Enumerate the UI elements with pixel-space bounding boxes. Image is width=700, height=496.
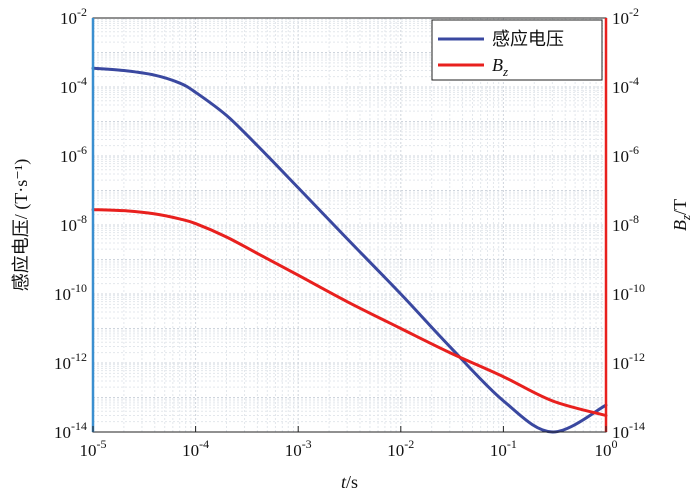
axis-labels: t/s 感应电压/ (T·s⁻¹) Bz/T (11, 159, 693, 492)
legend-box (431, 19, 603, 81)
y-right-tick-label: 10-14 (612, 419, 645, 442)
y-left-tick-label: 10-4 (60, 74, 87, 97)
y-right-tick-label: 10-10 (612, 281, 645, 304)
series-line-2 (91, 208, 608, 418)
series-layer (91, 66, 608, 434)
legend-label-1: 感应电压 (492, 29, 564, 49)
y-left-tick-label: 10-6 (60, 143, 87, 166)
y-right-tick-label: 10-4 (612, 74, 639, 97)
y-right-tick-label: 10-12 (612, 350, 645, 373)
x-tick-label: 10-3 (285, 437, 312, 460)
y-right-axis-label: Bz/T (670, 199, 693, 231)
x-tick-label: 10-1 (490, 437, 517, 460)
legend: 感应电压 Bz (431, 19, 603, 81)
x-tick-label: 10-4 (182, 437, 209, 460)
y-left-tick-label: 10-8 (60, 212, 87, 235)
y-right-tick-label: 10-6 (612, 143, 639, 166)
y-left-tick-label: 10-10 (54, 281, 87, 304)
tick-labels: 10-5 10-4 10-3 10-2 10-1 100 10-2 10-4 10-6 10-8 1… (54, 5, 645, 460)
x-axis-label: t/s (341, 472, 358, 492)
series-line-1 (91, 66, 608, 434)
axes (91, 17, 608, 433)
x-tick-label: 10-5 (80, 437, 107, 460)
legend-label-2: Bz (492, 55, 508, 79)
y-right-tick-label: 10-2 (612, 5, 639, 28)
y-left-axis-label: 感应电压/ (T·s⁻¹) (11, 159, 32, 291)
y-right-tick-label: 10-8 (612, 212, 639, 235)
y-left-tick-label: 10-14 (54, 419, 87, 442)
y-left-tick-label: 10-12 (54, 350, 87, 373)
grid (92, 18, 606, 433)
y-left-tick-label: 10-2 (60, 5, 87, 28)
x-tick-label: 100 (595, 437, 618, 460)
x-tick-label: 10-2 (387, 437, 414, 460)
